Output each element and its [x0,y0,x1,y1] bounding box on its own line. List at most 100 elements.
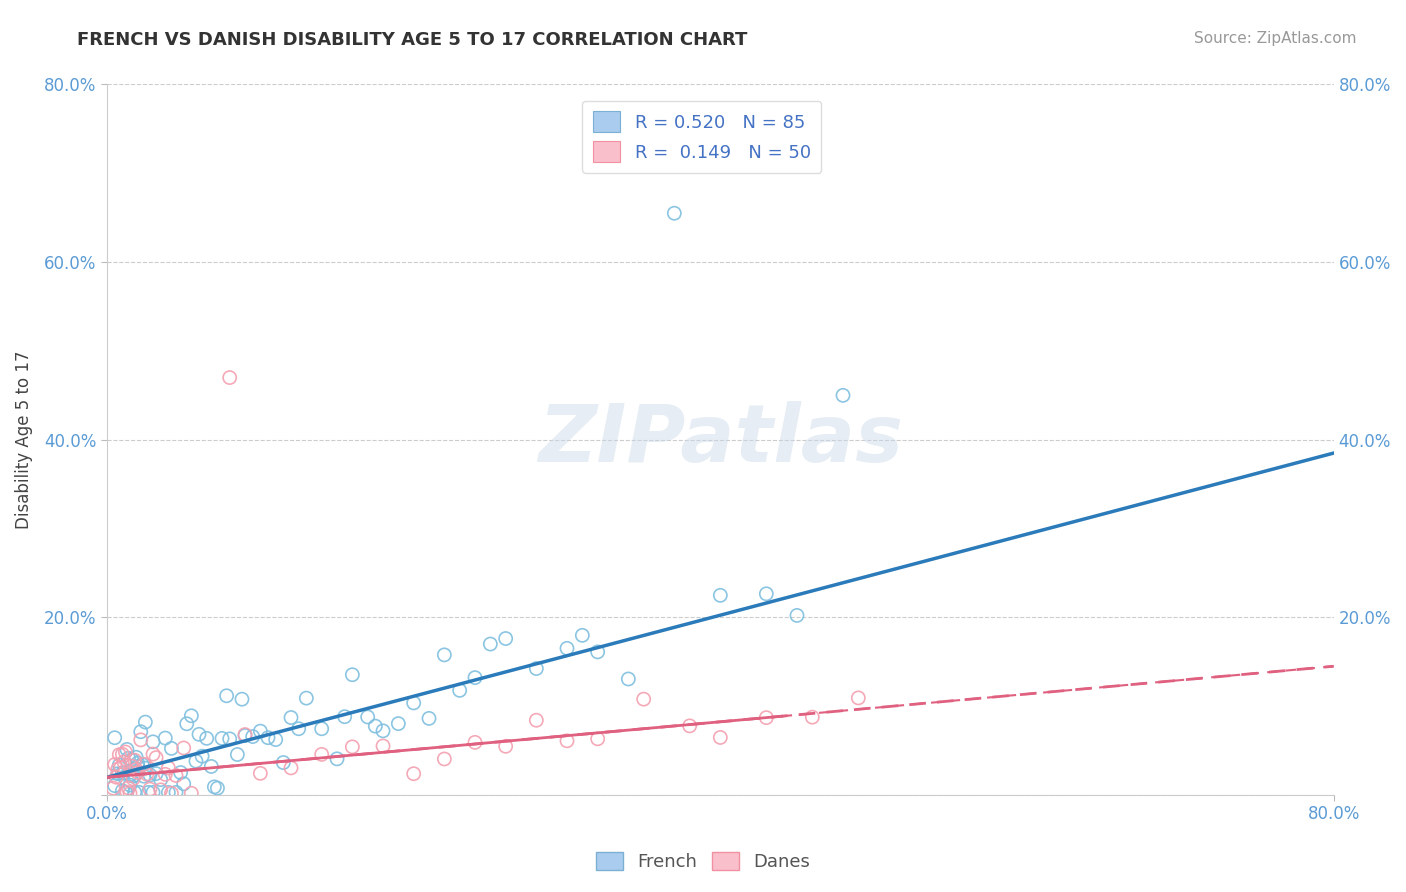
Point [180,708,202,723]
Point [418,711,440,725]
Point [145,750,167,764]
Point [832,388,855,402]
Point [233,729,256,743]
Point [111,747,134,762]
Point [111,766,134,780]
Point [132,769,155,783]
Point [586,645,609,659]
Point [571,628,593,642]
Point [135,767,157,781]
Point [118,778,141,792]
Text: ZIPatlas: ZIPatlas [538,401,903,479]
Point [524,661,547,675]
Legend: French, Danes: French, Danes [589,845,817,879]
Point [679,719,702,733]
Point [664,206,686,220]
Point [449,683,471,698]
Point [479,637,502,651]
Point [169,765,191,780]
Text: Source: ZipAtlas.com: Source: ZipAtlas.com [1194,31,1357,46]
Point [142,785,165,799]
Point [173,777,195,791]
Point [111,784,134,798]
Point [211,731,233,746]
Point [273,756,295,770]
Point [118,768,141,782]
Point [402,766,425,780]
Point [104,779,127,793]
Point [104,731,127,745]
Point [188,727,211,741]
Point [280,710,302,724]
Point [218,731,240,746]
Point [124,785,146,799]
Point [124,768,146,782]
Point [464,735,486,749]
Point [108,747,131,762]
Point [295,691,318,706]
Point [257,731,280,745]
Point [132,757,155,772]
Point [131,757,153,772]
Point [176,716,198,731]
Point [555,734,578,748]
Point [846,690,869,705]
Point [333,709,356,723]
Point [129,724,152,739]
Point [231,692,253,706]
Point [371,723,394,738]
Point [433,752,456,766]
Y-axis label: Disability Age 5 to 17: Disability Age 5 to 17 [15,351,32,529]
Point [149,772,172,787]
Point [617,672,640,686]
Point [495,739,517,754]
Point [287,722,309,736]
Point [155,731,177,745]
Point [311,747,333,762]
Point [112,765,135,780]
Point [786,608,808,623]
Point [264,732,287,747]
Point [586,731,609,746]
Point [104,757,127,772]
Point [160,786,183,800]
Point [122,772,145,786]
Point [357,710,380,724]
Point [371,739,394,753]
Point [149,782,172,797]
Point [134,715,156,730]
Legend: R = 0.520   N = 85, R =  0.149   N = 50: R = 0.520 N = 85, R = 0.149 N = 50 [582,101,821,173]
Point [165,768,187,782]
Point [326,752,349,766]
Point [108,758,131,772]
Point [249,766,271,780]
Text: FRENCH VS DANISH DISABILITY AGE 5 TO 17 CORRELATION CHART: FRENCH VS DANISH DISABILITY AGE 5 TO 17 … [77,31,748,49]
Point [107,766,129,780]
Point [464,671,486,685]
Point [105,770,128,784]
Point [121,759,143,773]
Point [342,667,364,681]
Point [233,727,256,741]
Point [128,785,150,799]
Point [115,742,138,756]
Point [122,769,145,783]
Point [157,785,180,799]
Point [157,761,180,775]
Point [139,768,162,782]
Point [495,632,517,646]
Point [155,767,177,781]
Point [191,749,214,764]
Point [127,756,149,770]
Point [402,696,425,710]
Point [121,753,143,767]
Point [801,710,824,724]
Point [124,753,146,767]
Point [145,766,167,780]
Point [433,648,456,662]
Point [114,785,136,799]
Point [142,747,165,761]
Point [117,751,139,765]
Point [202,780,225,794]
Point [195,731,218,746]
